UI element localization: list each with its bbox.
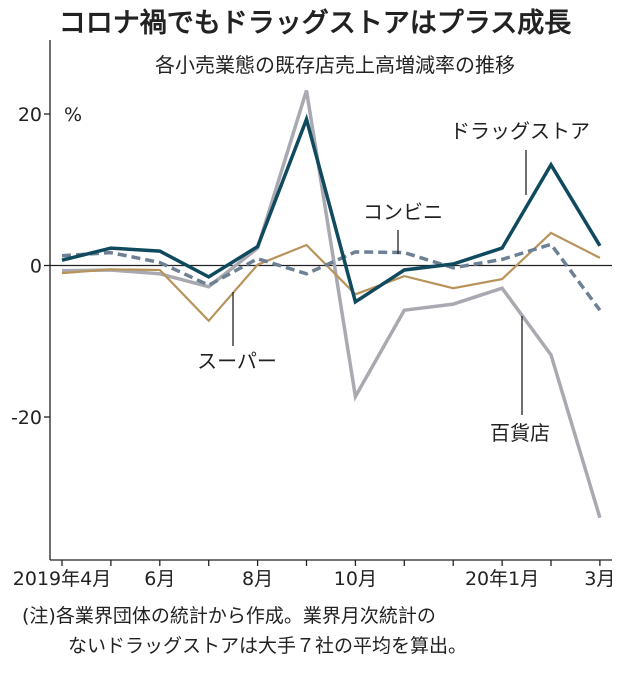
y-tick-label: -20 bbox=[11, 407, 42, 429]
series-line-0 bbox=[62, 91, 600, 518]
series-line-3 bbox=[62, 119, 600, 302]
series-label-drugstore: ドラッグストア bbox=[450, 119, 590, 143]
series-label-convenience: コンビニ bbox=[363, 200, 443, 224]
y-unit-label: % bbox=[64, 104, 82, 126]
x-tick-label: 3月 bbox=[584, 568, 615, 590]
series-label-supermarket: スーパー bbox=[197, 349, 277, 373]
y-tick-label: 20 bbox=[18, 104, 42, 126]
note-line-1: (注)各業界団体の統計から作成。業界月次統計の bbox=[22, 605, 436, 627]
x-tick-label: 2019年4月 bbox=[13, 568, 111, 590]
x-tick-label: 10月 bbox=[334, 568, 377, 590]
x-tick-label: 8月 bbox=[242, 568, 273, 590]
chart-title: コロナ禍でもドラッグストアはプラス成長 bbox=[59, 7, 572, 39]
series-label-department: 百貨店 bbox=[490, 421, 550, 445]
y-tick-label: 0 bbox=[30, 256, 42, 278]
note-line-2: ないドラッグストアは大手７社の平均を算出。 bbox=[68, 635, 467, 657]
chart-subtitle: 各小売業態の既存店売上高増減率の推移 bbox=[155, 53, 515, 77]
x-tick-label: 6月 bbox=[144, 568, 175, 590]
x-tick-label: 20年1月 bbox=[465, 568, 539, 590]
